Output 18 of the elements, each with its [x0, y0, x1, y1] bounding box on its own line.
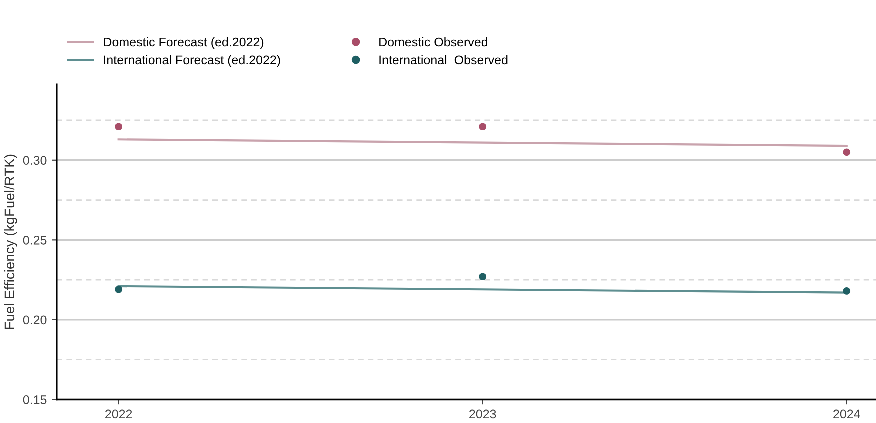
y-tick-label: 0.30: [23, 156, 47, 166]
legend-label: Domestic Forecast (ed.2022): [104, 37, 264, 50]
point: [479, 123, 487, 131]
y-axis-title: Fuel Efficiency (kgFuel/RTK): [4, 154, 18, 330]
legend-label: International Observed: [380, 55, 508, 65]
x-tick-label: 2022: [106, 410, 132, 419]
point: [479, 273, 487, 281]
y-tick-label: 0.25: [23, 236, 47, 245]
legend-label: Domestic Observed: [380, 37, 488, 47]
x-tick-label: 2024: [834, 410, 860, 419]
y-tick-label: 0.15: [23, 396, 47, 404]
y-tick-label: 0.20: [23, 316, 47, 325]
x-tick-label: 2023: [470, 410, 496, 419]
legend-label: International Forecast (ed.2022): [104, 55, 280, 68]
point: [843, 148, 851, 156]
point: [115, 123, 122, 131]
point: [115, 286, 122, 294]
point: [843, 288, 851, 295]
